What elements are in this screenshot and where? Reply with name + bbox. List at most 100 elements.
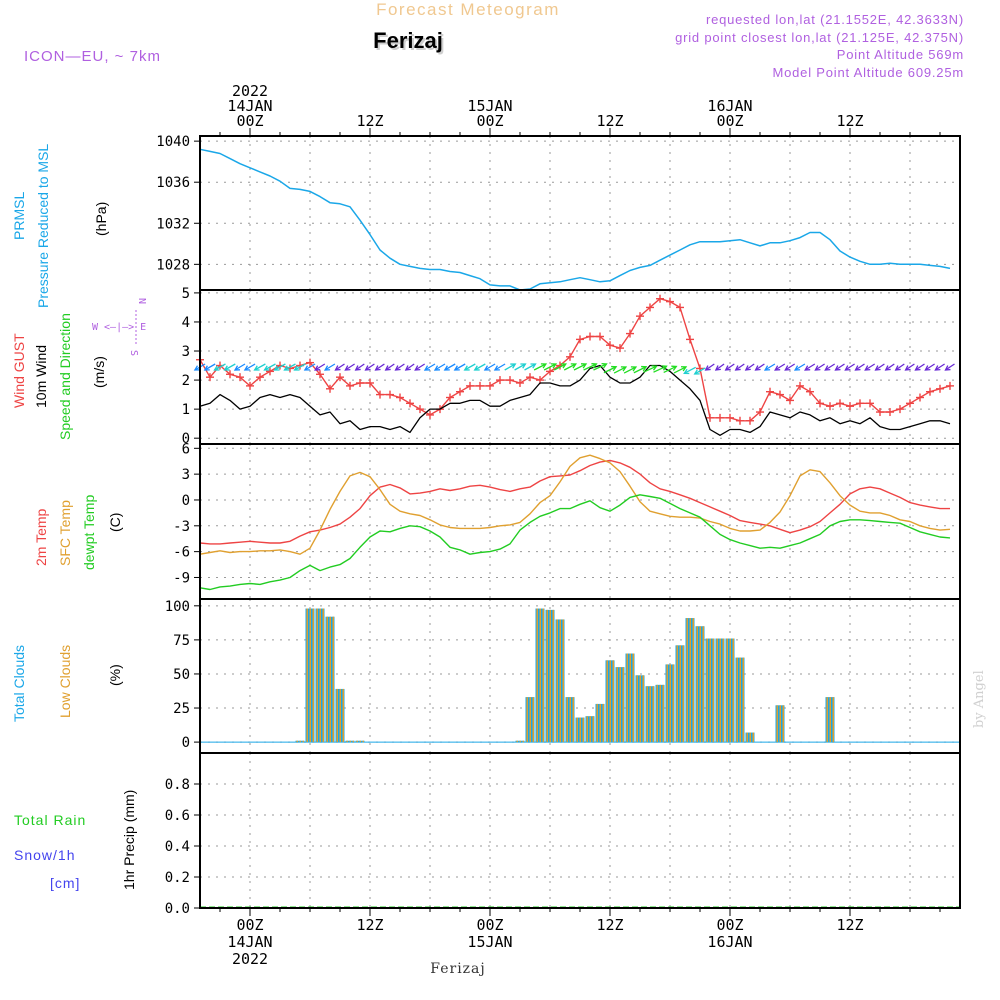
wind-arrow-head xyxy=(273,365,280,371)
wind-gust-marker xyxy=(386,390,394,399)
wind-gust-marker xyxy=(506,376,514,385)
wind-arrow-head xyxy=(314,365,321,371)
cloud-bar xyxy=(565,697,575,743)
wind-gust-marker xyxy=(856,399,864,408)
wind-direction-arrow xyxy=(404,363,415,371)
cloud-bar xyxy=(645,686,655,743)
frame-layer xyxy=(199,135,961,909)
cloud-bar xyxy=(705,638,715,743)
low-cloud-stripe xyxy=(589,716,591,743)
wind-direction-arrow xyxy=(543,363,558,371)
cloud-bar xyxy=(575,717,585,743)
wind-arrow-shaft xyxy=(603,366,617,374)
wind-arrow-head xyxy=(283,365,290,371)
wind-gust-marker xyxy=(716,413,724,422)
wind-arrow-shaft xyxy=(835,363,845,371)
wind-arrow-head xyxy=(884,365,891,371)
wind-gust-marker xyxy=(626,329,634,338)
wind-arrow-head xyxy=(560,363,568,369)
cloud-bar xyxy=(305,608,315,743)
x-time-label-bottom: 12Z xyxy=(356,916,383,934)
y-tick-label: 2 xyxy=(182,373,190,389)
low-clouds-label: Low Clouds xyxy=(57,645,73,718)
wind-gust-marker xyxy=(876,408,884,417)
wind-arrow-head xyxy=(223,365,230,371)
wind-gust-marker xyxy=(236,373,244,382)
y-tick-label: 0 xyxy=(182,493,190,509)
wind-arrow-head xyxy=(854,365,861,371)
wind-arrow-shaft xyxy=(663,365,677,374)
low-cloud-stripe xyxy=(732,638,734,743)
wind-direction-arrow xyxy=(784,363,796,371)
low-cloud-stripe xyxy=(616,667,618,743)
wind-direction-arrow xyxy=(283,363,296,371)
wind-arrow-shaft xyxy=(683,366,697,374)
low-cloud-stripe xyxy=(686,618,688,743)
wind-gust-marker xyxy=(686,335,694,344)
wind-arrow-head xyxy=(774,365,781,371)
wind-arrow-head xyxy=(894,365,901,371)
pressure-line xyxy=(199,148,951,291)
wind-gust-marker xyxy=(336,373,344,382)
wind-gust-marker xyxy=(656,294,664,303)
wind-direction-arrow xyxy=(463,363,476,371)
panel-frame xyxy=(199,135,961,291)
wind-arrow-head xyxy=(680,366,688,372)
wind-gust-marker xyxy=(946,381,954,390)
requested-coords: requested lon,lat (21.1552E, 42.3633N) xyxy=(706,12,964,27)
x-time-label-bottom: 12Z xyxy=(596,916,623,934)
wind-arrow-shaft xyxy=(895,363,905,371)
wind-arrow-head xyxy=(193,365,200,371)
wind-arrow-shaft xyxy=(514,363,526,371)
temp-sfc-line xyxy=(199,454,951,555)
wind-arrow-shaft xyxy=(424,363,436,371)
low-cloud-stripe xyxy=(656,684,658,743)
cloud-bar xyxy=(745,732,755,743)
low-cloud-stripe xyxy=(569,697,571,743)
wind-arrow-head xyxy=(724,365,731,371)
low-cloud-stripe xyxy=(639,675,641,743)
wind-gust-marker xyxy=(746,416,754,425)
low-cloud-stripe xyxy=(549,609,551,743)
wind-gust-marker xyxy=(356,378,364,387)
wind-arrow-shaft xyxy=(794,363,806,371)
low-cloud-stripe xyxy=(579,717,581,743)
wind-gust-marker xyxy=(486,381,494,390)
y-tick-label: -6 xyxy=(173,545,190,561)
wind-direction-arrow xyxy=(704,363,715,371)
wind-arrow-head xyxy=(414,365,421,371)
wind-arrow-head xyxy=(914,365,921,371)
wind-arrow-head xyxy=(570,363,578,369)
low-cloud-stripe xyxy=(736,657,738,743)
wind-arrow-shaft xyxy=(885,363,895,371)
wind-arrow-shaft xyxy=(224,363,236,371)
low-cloud-stripe xyxy=(599,703,601,743)
wind-arrow-shaft xyxy=(474,363,486,371)
wind-gust-marker xyxy=(726,413,734,422)
low-cloud-stripe xyxy=(776,705,778,743)
wind-arrow-shaft xyxy=(454,363,466,371)
low-cloud-stripe xyxy=(632,653,634,743)
low-cloud-stripe xyxy=(612,660,614,743)
wind-direction-arrow xyxy=(944,363,955,371)
wind-arrow-head xyxy=(793,365,801,371)
wind-arrow-shaft xyxy=(304,363,316,371)
low-cloud-stripe xyxy=(306,608,308,743)
low-cloud-stripe xyxy=(592,716,594,743)
wind-gust-marker xyxy=(456,387,464,396)
wind-arrow-head xyxy=(611,365,618,372)
wind-arrow-head xyxy=(693,369,700,375)
low-cloud-stripe xyxy=(679,645,681,743)
wind-arrow-shaft xyxy=(583,363,597,371)
wind-direction-arrow xyxy=(443,363,456,371)
low-cloud-stripe xyxy=(536,608,538,743)
wind-arrow-head xyxy=(263,365,270,371)
wind-arrow-head xyxy=(641,365,648,372)
wind-arrow-shaft xyxy=(804,363,816,371)
model-point-altitude: Model Point Altitude 609.25m xyxy=(772,65,964,80)
wind-direction-arrow xyxy=(763,363,776,371)
wind-gust-marker xyxy=(756,408,764,417)
wind-arrow-shaft xyxy=(705,363,715,371)
wind-gust-marker xyxy=(446,393,454,402)
